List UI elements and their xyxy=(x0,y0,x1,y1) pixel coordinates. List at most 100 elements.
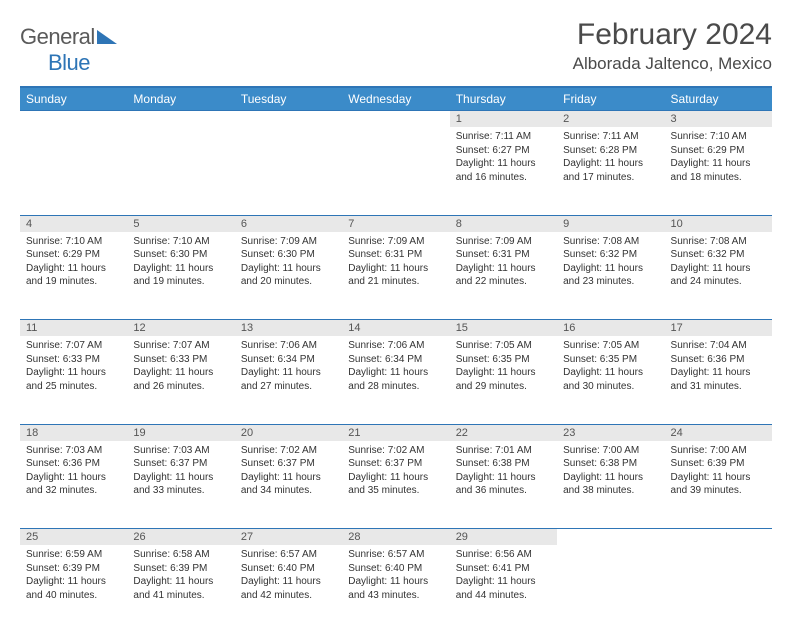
day-content-cell: Sunrise: 6:58 AMSunset: 6:39 PMDaylight:… xyxy=(127,545,234,633)
daylight-line: Daylight: 11 hours and 39 minutes. xyxy=(671,471,766,498)
sunset-line: Sunset: 6:39 PM xyxy=(671,457,766,471)
sunrise-line: Sunrise: 7:10 AM xyxy=(671,130,766,144)
sunset-line: Sunset: 6:31 PM xyxy=(348,248,443,262)
sunset-line: Sunset: 6:37 PM xyxy=(241,457,336,471)
daylight-line: Daylight: 11 hours and 28 minutes. xyxy=(348,366,443,393)
calendar-body: 123Sunrise: 7:11 AMSunset: 6:27 PMDaylig… xyxy=(20,111,772,633)
day-content-cell: Sunrise: 7:10 AMSunset: 6:29 PMDaylight:… xyxy=(665,127,772,215)
daylight-line: Daylight: 11 hours and 19 minutes. xyxy=(26,262,121,289)
day-content-cell xyxy=(342,127,449,215)
day-number-cell: 21 xyxy=(342,424,449,441)
day-content-cell: Sunrise: 7:00 AMSunset: 6:38 PMDaylight:… xyxy=(557,441,664,529)
day-number-cell: 15 xyxy=(450,320,557,337)
day-number-cell: 7 xyxy=(342,215,449,232)
daylight-line: Daylight: 11 hours and 33 minutes. xyxy=(133,471,228,498)
day-number-row: 2526272829 xyxy=(20,529,772,546)
sunrise-line: Sunrise: 6:58 AM xyxy=(133,548,228,562)
header: General Blue February 2024 Alborada Jalt… xyxy=(20,18,772,76)
location: Alborada Jaltenco, Mexico xyxy=(573,54,772,74)
brand-logo: General Blue xyxy=(20,24,117,76)
sunrise-line: Sunrise: 7:05 AM xyxy=(563,339,658,353)
day-content-cell: Sunrise: 7:04 AMSunset: 6:36 PMDaylight:… xyxy=(665,336,772,424)
day-content-cell: Sunrise: 6:56 AMSunset: 6:41 PMDaylight:… xyxy=(450,545,557,633)
day-content-cell xyxy=(665,545,772,633)
daylight-line: Daylight: 11 hours and 34 minutes. xyxy=(241,471,336,498)
sunrise-line: Sunrise: 6:59 AM xyxy=(26,548,121,562)
sunrise-line: Sunrise: 6:56 AM xyxy=(456,548,551,562)
daylight-line: Daylight: 11 hours and 32 minutes. xyxy=(26,471,121,498)
sunset-line: Sunset: 6:35 PM xyxy=(563,353,658,367)
daylight-line: Daylight: 11 hours and 29 minutes. xyxy=(456,366,551,393)
daylight-line: Daylight: 11 hours and 24 minutes. xyxy=(671,262,766,289)
day-number-cell: 9 xyxy=(557,215,664,232)
sunset-line: Sunset: 6:37 PM xyxy=(133,457,228,471)
day-header: Thursday xyxy=(450,87,557,111)
day-header: Saturday xyxy=(665,87,772,111)
day-header: Sunday xyxy=(20,87,127,111)
day-content-cell: Sunrise: 7:06 AMSunset: 6:34 PMDaylight:… xyxy=(342,336,449,424)
day-number-cell: 28 xyxy=(342,529,449,546)
day-header: Friday xyxy=(557,87,664,111)
sunrise-line: Sunrise: 7:01 AM xyxy=(456,444,551,458)
calendar-table: SundayMondayTuesdayWednesdayThursdayFrid… xyxy=(20,86,772,633)
day-number-row: 18192021222324 xyxy=(20,424,772,441)
daylight-line: Daylight: 11 hours and 21 minutes. xyxy=(348,262,443,289)
day-number-cell: 20 xyxy=(235,424,342,441)
sunrise-line: Sunrise: 7:11 AM xyxy=(563,130,658,144)
day-number-cell xyxy=(665,529,772,546)
day-number-row: 11121314151617 xyxy=(20,320,772,337)
day-number-cell: 27 xyxy=(235,529,342,546)
sunrise-line: Sunrise: 7:00 AM xyxy=(671,444,766,458)
day-content-cell: Sunrise: 7:09 AMSunset: 6:31 PMDaylight:… xyxy=(450,232,557,320)
day-content-cell: Sunrise: 7:09 AMSunset: 6:31 PMDaylight:… xyxy=(342,232,449,320)
daylight-line: Daylight: 11 hours and 17 minutes. xyxy=(563,157,658,184)
day-content-cell: Sunrise: 7:07 AMSunset: 6:33 PMDaylight:… xyxy=(127,336,234,424)
sunrise-line: Sunrise: 7:04 AM xyxy=(671,339,766,353)
day-content-cell: Sunrise: 7:08 AMSunset: 6:32 PMDaylight:… xyxy=(665,232,772,320)
title-block: February 2024 Alborada Jaltenco, Mexico xyxy=(573,18,772,74)
day-content-cell: Sunrise: 7:03 AMSunset: 6:36 PMDaylight:… xyxy=(20,441,127,529)
sunrise-line: Sunrise: 7:02 AM xyxy=(348,444,443,458)
daylight-line: Daylight: 11 hours and 23 minutes. xyxy=(563,262,658,289)
month-title: February 2024 xyxy=(573,18,772,52)
day-content-cell: Sunrise: 7:11 AMSunset: 6:27 PMDaylight:… xyxy=(450,127,557,215)
day-number-cell: 11 xyxy=(20,320,127,337)
sunset-line: Sunset: 6:39 PM xyxy=(133,562,228,576)
day-number-cell: 19 xyxy=(127,424,234,441)
sunrise-line: Sunrise: 7:07 AM xyxy=(133,339,228,353)
sunrise-line: Sunrise: 7:03 AM xyxy=(133,444,228,458)
day-number-cell: 17 xyxy=(665,320,772,337)
sunset-line: Sunset: 6:30 PM xyxy=(133,248,228,262)
day-content-cell: Sunrise: 7:05 AMSunset: 6:35 PMDaylight:… xyxy=(557,336,664,424)
sunset-line: Sunset: 6:33 PM xyxy=(133,353,228,367)
daylight-line: Daylight: 11 hours and 31 minutes. xyxy=(671,366,766,393)
day-number-cell: 10 xyxy=(665,215,772,232)
day-number-cell: 25 xyxy=(20,529,127,546)
day-header: Tuesday xyxy=(235,87,342,111)
daylight-line: Daylight: 11 hours and 27 minutes. xyxy=(241,366,336,393)
day-header: Monday xyxy=(127,87,234,111)
sunrise-line: Sunrise: 7:00 AM xyxy=(563,444,658,458)
daylight-line: Daylight: 11 hours and 18 minutes. xyxy=(671,157,766,184)
brand-part1: General xyxy=(20,24,95,49)
day-number-cell: 18 xyxy=(20,424,127,441)
sunset-line: Sunset: 6:35 PM xyxy=(456,353,551,367)
day-number-row: 45678910 xyxy=(20,215,772,232)
day-content-cell: Sunrise: 6:57 AMSunset: 6:40 PMDaylight:… xyxy=(342,545,449,633)
day-number-cell xyxy=(235,111,342,128)
sunset-line: Sunset: 6:32 PM xyxy=(563,248,658,262)
day-number-cell: 24 xyxy=(665,424,772,441)
sunrise-line: Sunrise: 7:10 AM xyxy=(133,235,228,249)
sunset-line: Sunset: 6:29 PM xyxy=(26,248,121,262)
day-content-cell xyxy=(20,127,127,215)
day-content-cell: Sunrise: 7:11 AMSunset: 6:28 PMDaylight:… xyxy=(557,127,664,215)
day-content-cell: Sunrise: 7:01 AMSunset: 6:38 PMDaylight:… xyxy=(450,441,557,529)
daylight-line: Daylight: 11 hours and 22 minutes. xyxy=(456,262,551,289)
day-number-cell: 6 xyxy=(235,215,342,232)
day-content-cell xyxy=(557,545,664,633)
sunset-line: Sunset: 6:37 PM xyxy=(348,457,443,471)
daylight-line: Daylight: 11 hours and 35 minutes. xyxy=(348,471,443,498)
day-content-cell: Sunrise: 7:10 AMSunset: 6:29 PMDaylight:… xyxy=(20,232,127,320)
day-number-cell: 5 xyxy=(127,215,234,232)
daylight-line: Daylight: 11 hours and 25 minutes. xyxy=(26,366,121,393)
